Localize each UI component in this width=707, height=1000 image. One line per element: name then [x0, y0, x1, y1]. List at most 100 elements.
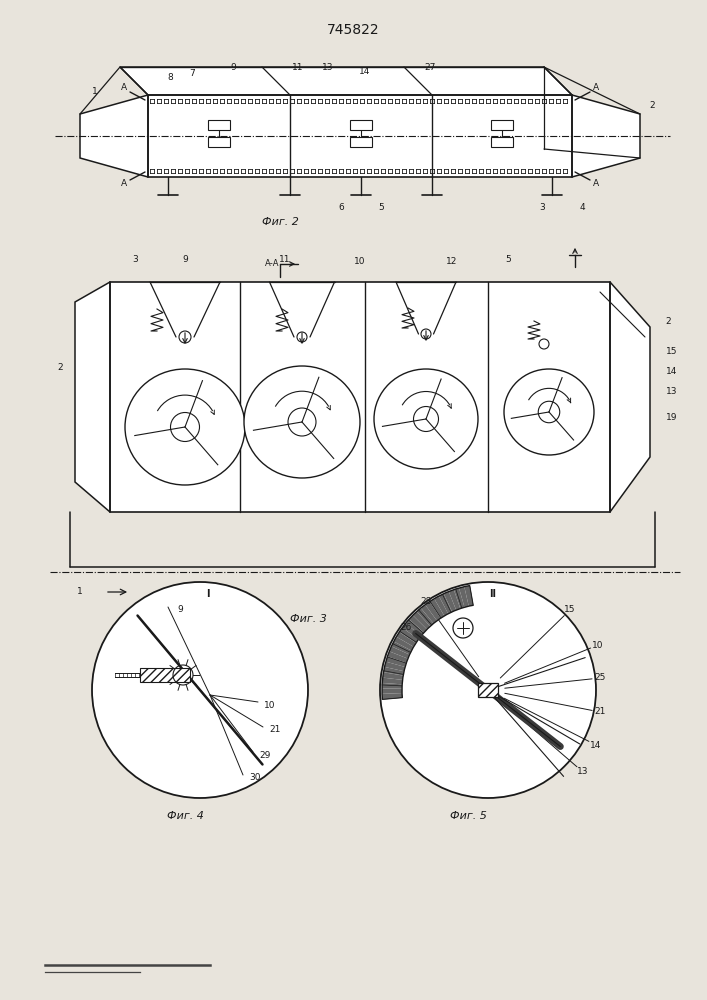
Polygon shape: [386, 656, 407, 667]
Text: 12: 12: [446, 257, 457, 266]
Text: 14: 14: [359, 66, 370, 76]
Text: Фиг. 2: Фиг. 2: [262, 217, 298, 227]
Text: 6: 6: [338, 202, 344, 212]
Polygon shape: [385, 662, 405, 671]
Polygon shape: [464, 586, 473, 606]
Text: 10: 10: [354, 257, 366, 266]
Polygon shape: [382, 683, 402, 689]
Polygon shape: [421, 605, 437, 623]
Text: 2: 2: [665, 318, 671, 326]
Polygon shape: [387, 651, 408, 663]
Polygon shape: [399, 628, 419, 643]
Text: 13: 13: [577, 768, 589, 776]
Bar: [208, 120, 230, 130]
Ellipse shape: [374, 369, 478, 469]
Text: 3: 3: [539, 202, 545, 212]
Text: 29: 29: [259, 750, 271, 760]
Polygon shape: [75, 282, 110, 512]
Text: 13: 13: [322, 62, 334, 72]
Polygon shape: [392, 641, 411, 655]
Text: 15: 15: [564, 605, 575, 614]
Text: 10: 10: [264, 700, 276, 710]
Polygon shape: [416, 608, 433, 626]
Polygon shape: [454, 588, 464, 609]
Polygon shape: [572, 95, 640, 177]
Text: 27: 27: [424, 62, 436, 72]
Polygon shape: [390, 646, 409, 659]
Bar: [350, 120, 372, 130]
Text: 7: 7: [189, 68, 195, 78]
Bar: [110, 282, 610, 512]
Polygon shape: [444, 592, 456, 612]
Bar: [350, 137, 372, 147]
Text: А: А: [593, 180, 599, 188]
Text: 9: 9: [230, 62, 236, 72]
Polygon shape: [382, 693, 402, 699]
Text: 15: 15: [666, 348, 678, 357]
Text: А: А: [121, 84, 127, 93]
Bar: [478, 683, 498, 697]
Text: 30: 30: [250, 774, 261, 782]
Ellipse shape: [244, 366, 360, 478]
Text: Фиг. 3: Фиг. 3: [290, 614, 327, 624]
Polygon shape: [439, 594, 452, 614]
Text: 11: 11: [292, 62, 304, 72]
Polygon shape: [610, 282, 650, 512]
Text: 28: 28: [421, 597, 432, 606]
Text: 14: 14: [666, 367, 678, 376]
Text: 1: 1: [77, 587, 83, 596]
Ellipse shape: [504, 369, 594, 455]
Polygon shape: [120, 67, 572, 95]
Text: II: II: [489, 589, 496, 599]
Text: 3: 3: [132, 255, 138, 264]
Text: 21: 21: [269, 726, 281, 734]
Polygon shape: [382, 678, 402, 684]
Circle shape: [380, 582, 596, 798]
Text: 14: 14: [590, 740, 602, 750]
Bar: [140, 668, 190, 682]
Polygon shape: [434, 596, 448, 616]
Polygon shape: [402, 623, 421, 639]
Polygon shape: [80, 95, 148, 177]
Text: А: А: [593, 84, 599, 93]
Ellipse shape: [125, 369, 245, 485]
Text: 745822: 745822: [327, 23, 380, 37]
Bar: [148, 95, 572, 177]
Polygon shape: [383, 667, 404, 676]
Polygon shape: [394, 637, 414, 651]
Text: Фиг. 4: Фиг. 4: [167, 811, 204, 821]
Text: 2: 2: [649, 102, 655, 110]
Text: 11: 11: [279, 255, 291, 264]
Text: 1: 1: [92, 88, 98, 97]
Text: А: А: [121, 180, 127, 188]
Polygon shape: [449, 590, 460, 610]
Circle shape: [92, 582, 308, 798]
Text: Фиг. 5: Фиг. 5: [450, 811, 486, 821]
Text: 8: 8: [167, 74, 173, 83]
Text: 5: 5: [505, 255, 511, 264]
Polygon shape: [397, 632, 416, 647]
Text: 2: 2: [57, 362, 63, 371]
Text: 26: 26: [400, 624, 411, 633]
Circle shape: [453, 618, 473, 638]
Text: 10: 10: [592, 641, 604, 650]
Text: 5: 5: [378, 202, 384, 212]
Polygon shape: [430, 599, 444, 618]
Polygon shape: [382, 688, 402, 694]
Polygon shape: [406, 619, 424, 636]
Text: А-А: А-А: [264, 259, 279, 268]
Bar: [208, 137, 230, 147]
Text: 4: 4: [579, 202, 585, 212]
Text: 9: 9: [182, 255, 188, 264]
Text: 25: 25: [595, 674, 606, 682]
Text: 21: 21: [595, 708, 606, 716]
Polygon shape: [425, 602, 440, 621]
Text: 13: 13: [666, 387, 678, 396]
Text: I: I: [206, 589, 210, 599]
Polygon shape: [459, 587, 469, 607]
Polygon shape: [382, 672, 403, 680]
Bar: [491, 120, 513, 130]
Text: 9: 9: [177, 605, 183, 614]
Text: 19: 19: [666, 412, 678, 422]
Bar: [491, 137, 513, 147]
